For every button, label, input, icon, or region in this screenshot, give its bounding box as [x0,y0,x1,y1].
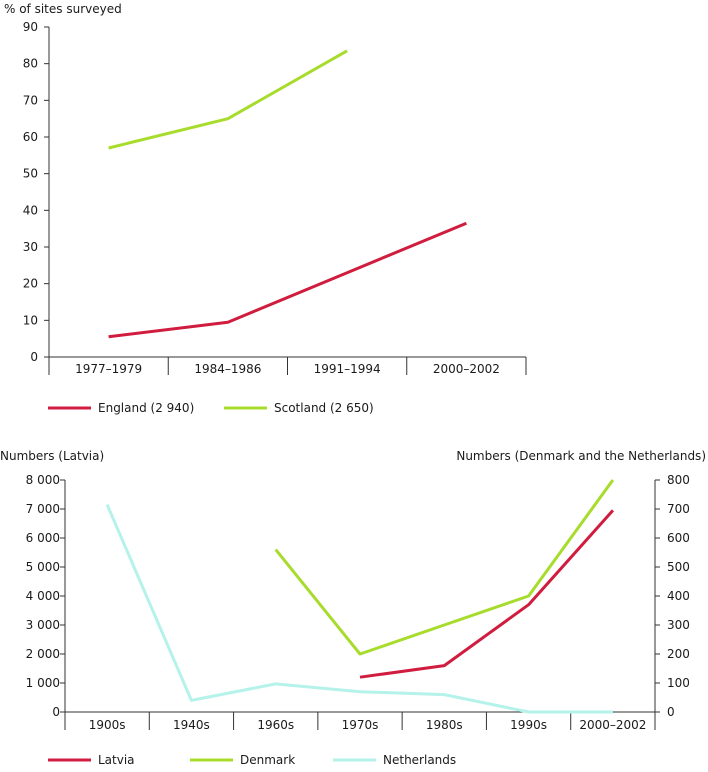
chart1-x-tick-label: 2000–2002 [433,362,500,376]
chart2-ylabel-left: Numbers (Latvia) [0,449,104,463]
chart-population-numbers: Numbers (Latvia) Numbers (Denmark and th… [0,449,706,767]
chart2-x-tick-label: 1940s [173,718,210,732]
chart2-right-tick-label: 200 [667,647,690,661]
chart2-left-tick-label: 3 000 [26,618,60,632]
chart1-x-tick-label: 1991–1994 [314,362,381,376]
chart1-y-tick-label: 50 [23,167,38,181]
chart1-x-tick-label: 1977–1979 [75,362,142,376]
chart2-legend-label: Netherlands [383,753,456,767]
chart2-series-line-2 [105,504,613,714]
chart2-right-tick-label: 700 [667,502,690,516]
chart1-y-tick-label: 10 [23,313,38,327]
chart1-y-tick-label: 90 [23,20,38,34]
chart2-left-tick-label: 6 000 [26,531,60,545]
chart2-left-tick-label: 5 000 [26,560,60,574]
chart-site-survey: % of sites surveyed 0 10 20 30 40 50 60 70 80 90 1… [4,2,527,415]
chart1-y-tick-label: 30 [23,240,38,254]
chart2-series-line-0 [359,509,615,679]
chart2-x-tick-label: 1970s [342,718,379,732]
chart2-right-tick-label: 100 [667,676,690,690]
chart2-right-tick-label: 0 [667,705,675,719]
chart2-x-tick-label: 1980s [426,718,463,732]
chart1-y-tick-label: 70 [23,93,38,107]
chart2-left-tick-label: 8 000 [26,473,60,487]
chart2-left-tick-label: 1 000 [26,676,60,690]
chart1-y-tick-label: 20 [23,277,38,291]
chart2-x-tick-label: 1900s [89,718,126,732]
chart2-right-tick-label: 500 [667,560,690,574]
chart2-series-line-1 [274,479,615,656]
chart2-left-tick-label: 4 000 [26,589,60,603]
chart2-legend-label: Latvia [98,753,135,767]
chart2-right-tick-label: 400 [667,589,690,603]
chart2-x-tick-label: 2000–2002 [579,718,646,732]
chart2-x-tick-label: 1960s [257,718,294,732]
chart2-ylabel-right: Numbers (Denmark and the Netherlands) [456,449,706,463]
chart2-right-tick-label: 800 [667,473,690,487]
chart1-y-tick-label: 80 [23,57,38,71]
chart2-x-tick-label: 1990s [510,718,547,732]
chart1-series-line-0 [108,221,467,339]
chart2-right-tick-label: 300 [667,618,690,632]
chart1-y-tick-label: 40 [23,203,38,217]
chart1-legend-label: England (2 940) [98,401,194,415]
chart2-right-tick-label: 600 [667,531,690,545]
chart2-left-tick-label: 7 000 [26,502,60,516]
chart1-series-line-1 [108,49,348,150]
chart1-y-tick-label: 60 [23,130,38,144]
chart1-ylabel: % of sites surveyed [4,2,122,16]
chart1-legend-label: Scotland (2 650) [274,401,374,415]
chart1-x-tick-label: 1984–1986 [194,362,261,376]
chart2-left-tick-label: 0 [52,705,60,719]
chart1-y-tick-label: 0 [30,350,38,364]
chart2-legend-label: Denmark [240,753,295,767]
chart2-left-tick-label: 2 000 [26,647,60,661]
